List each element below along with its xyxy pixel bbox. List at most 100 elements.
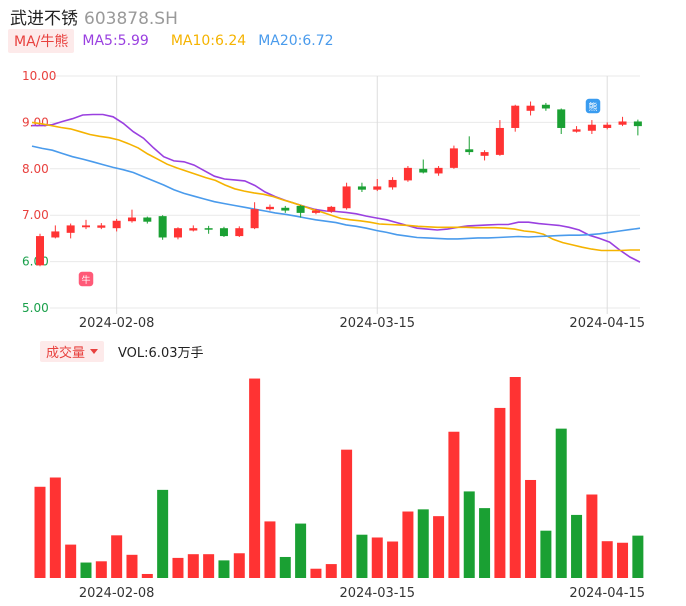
candle-body [36, 236, 44, 266]
candle-body [419, 168, 428, 173]
volume-bar [111, 535, 123, 578]
candle-body [158, 216, 167, 238]
stock-name: 武进不锈 [10, 9, 78, 29]
volume-bar [525, 479, 537, 578]
volume-bar [310, 568, 322, 578]
volume-bar [203, 554, 215, 578]
volume-bar [617, 542, 629, 578]
ma20-label: MA20:6.72 [258, 33, 334, 49]
volume-bar [157, 489, 169, 578]
ma-legend: MA/牛熊 MA5:5.99 MA10:6.24 MA20:6.72 [8, 29, 334, 53]
volume-bar [249, 378, 261, 578]
volume-bar [172, 557, 184, 578]
volume-bar [325, 564, 337, 578]
price-date-tick-label: 2024-03-15 [339, 316, 415, 330]
volume-indicator-label: 成交量 [46, 345, 86, 361]
volume-bar [540, 530, 552, 578]
volume-bar [65, 544, 77, 578]
volume-bar [586, 494, 598, 578]
bear-marker-icon-glyph: 熊 [588, 101, 597, 113]
price-axis-tick-label: 8.00 [22, 162, 49, 176]
volume-bar [448, 431, 460, 578]
candle-body [587, 124, 596, 131]
candle-body [127, 217, 136, 222]
candle-body [541, 104, 550, 109]
candle-body [97, 225, 106, 228]
candle-body [66, 225, 75, 233]
ma10-label: MA10:6.24 [170, 33, 247, 49]
price-axis-tick-label: 10.00 [22, 69, 56, 83]
candle-body [633, 121, 642, 127]
candle-body [449, 148, 458, 168]
volume-bar [264, 521, 276, 578]
candle-body [173, 228, 182, 238]
candle-body [327, 206, 336, 212]
volume-date-tick-label: 2024-02-08 [79, 586, 155, 601]
candle-body [557, 109, 566, 128]
volume-bar [295, 523, 307, 578]
volume-bar [494, 407, 506, 578]
volume-date-tick-label: 2024-03-15 [339, 586, 415, 601]
volume-bar [555, 428, 567, 578]
volume-bar [356, 534, 368, 578]
candle-body [526, 105, 535, 111]
volume-bar [387, 541, 399, 578]
volume-bar [632, 535, 644, 578]
candle-body [480, 152, 489, 156]
volume-legend: 成交量 VOL:6.03万手 [40, 340, 204, 362]
price-axis-tick-label: 6.00 [22, 255, 49, 269]
volume-bar [80, 562, 92, 578]
stock-code: 603878.SH [84, 9, 178, 29]
volume-value: VOL:6.03万手 [118, 345, 204, 361]
candle-body [572, 129, 581, 132]
volume-bar [341, 449, 353, 578]
candle-body [618, 121, 627, 125]
bear-marker-icon [584, 97, 602, 115]
price-axis-tick-label: 5.00 [22, 301, 49, 315]
ma5-line [32, 113, 641, 263]
caret-down-icon [90, 348, 99, 354]
candle-body [373, 186, 382, 190]
bull-marker-icon [77, 270, 95, 288]
candle-body [388, 179, 397, 188]
candle-body [511, 105, 520, 128]
ma5-label: MA5:5.99 [82, 33, 149, 49]
stock-title: 武进不锈 603878.SH [10, 4, 178, 29]
candle-body [434, 167, 443, 174]
candle-body [342, 186, 351, 209]
candle-body [465, 149, 474, 153]
candle-body [265, 206, 274, 210]
volume-bar [417, 509, 429, 578]
price-date-tick-label: 2024-04-15 [569, 316, 645, 330]
price-date-tick-label: 2024-02-08 [79, 316, 155, 330]
ma-bull-bear-toggle[interactable]: MA/牛熊 [8, 29, 75, 53]
candle-body [495, 127, 504, 155]
candle-body [112, 220, 121, 229]
candle-body [357, 186, 366, 190]
candle-body [281, 207, 290, 211]
volume-bar [49, 477, 61, 578]
candle-body [189, 228, 198, 231]
volume-bar [433, 516, 445, 578]
candle-body [51, 231, 60, 238]
volume-bar [279, 556, 291, 578]
ma20-line [31, 145, 641, 240]
candle-body [143, 217, 152, 222]
volume-bar [463, 491, 475, 578]
candle-body [81, 225, 90, 228]
volume-date-tick-label: 2024-04-15 [569, 586, 645, 601]
volume-bar [402, 511, 414, 578]
volume-bar [233, 553, 245, 578]
volume-indicator-dropdown[interactable]: 成交量 [40, 340, 105, 362]
volume-bar [571, 514, 583, 578]
price-axis-tick-label: 7.00 [22, 208, 49, 222]
volume-bar [34, 486, 46, 578]
ma10-line [31, 121, 640, 252]
bull-marker-icon-glyph: 牛 [81, 274, 90, 286]
volume-bar [126, 554, 138, 578]
volume-bar [95, 561, 107, 578]
candle-body [403, 167, 412, 181]
candle-body [250, 209, 259, 229]
volume-bar [479, 508, 491, 578]
